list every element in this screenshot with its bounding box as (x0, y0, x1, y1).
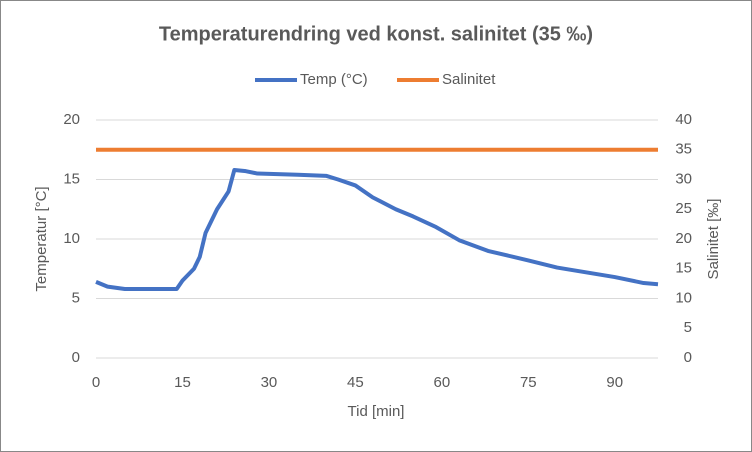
x-tick-label: 0 (92, 374, 100, 391)
y2-tick-label: 35 (675, 141, 692, 158)
y2-tick-label: 30 (675, 170, 692, 187)
x-axis-title: Tid [min] (348, 403, 405, 420)
x-tick-label: 15 (174, 374, 191, 391)
y-tick-label: 10 (63, 230, 80, 247)
y2-tick-label: 25 (675, 200, 692, 217)
y-tick-label: 5 (72, 289, 80, 306)
y2-tick-label: 40 (675, 111, 692, 128)
y2-tick-label: 15 (675, 260, 692, 277)
y-axis-title: Temperatur [°C] (33, 186, 50, 291)
y-tick-label: 15 (63, 170, 80, 187)
y2-axis-title: Salinitet [‰] (705, 199, 722, 280)
y2-tick-label: 0 (684, 349, 692, 366)
chart-title: Temperaturendring ved konst. salinitet (… (159, 23, 593, 45)
y-tick-label: 20 (63, 111, 80, 128)
y2-tick-label: 5 (684, 319, 692, 336)
legend-label: Temp (°C) (300, 71, 368, 88)
x-tick-label: 45 (347, 374, 364, 391)
y-tick-label: 0 (72, 349, 80, 366)
x-tick-label: 90 (606, 374, 623, 391)
x-tick-label: 60 (434, 374, 451, 391)
y2-tick-label: 20 (675, 230, 692, 247)
x-tick-label: 75 (520, 374, 537, 391)
series-line (95, 167, 659, 291)
x-tick-label: 30 (261, 374, 278, 391)
legend-label: Salinitet (442, 71, 496, 88)
y2-tick-label: 10 (675, 289, 692, 306)
